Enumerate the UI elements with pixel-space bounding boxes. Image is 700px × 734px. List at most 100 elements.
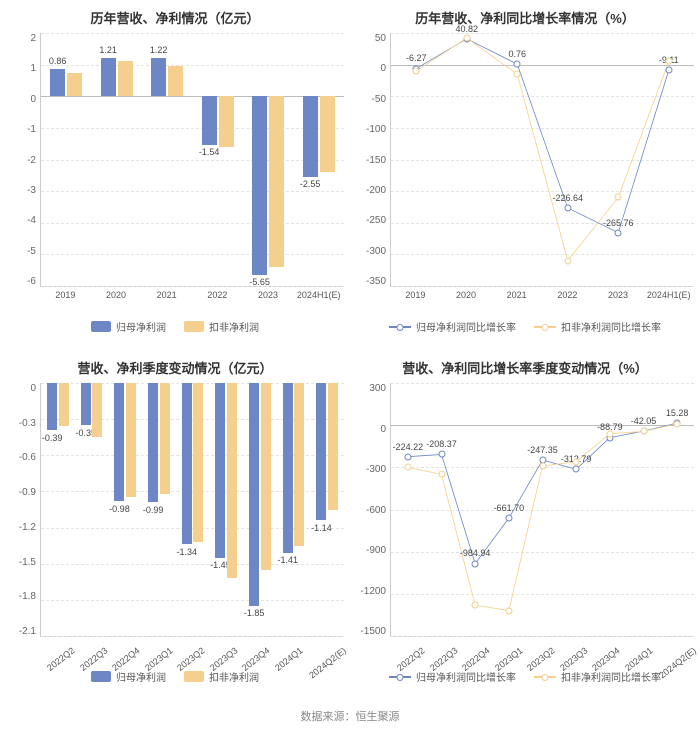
legend-c1: 归母净利润扣非净利润	[6, 319, 344, 334]
xtick-label: 2021	[491, 287, 542, 315]
ytick-label: -1.2	[19, 522, 36, 533]
value-label: -5.65	[249, 277, 270, 287]
gridline	[41, 33, 344, 34]
data-point	[472, 560, 479, 567]
plot-c1: 0.861.211.22-1.54-5.65-2.55	[40, 33, 344, 287]
gridline	[41, 223, 344, 224]
legend-swatch	[389, 326, 411, 328]
legend-item: 归母净利润	[91, 319, 166, 334]
bar	[252, 96, 267, 275]
ytick-label: -2	[27, 155, 36, 166]
ytick-label: -250	[366, 215, 386, 226]
legend-swatch	[184, 321, 204, 332]
bar	[101, 58, 116, 96]
data-point	[665, 58, 672, 65]
value-label: -2.55	[300, 179, 321, 189]
xtick-label: 2022	[192, 287, 243, 315]
panel-c2: 历年营收、净利同比增长率情况（%） 500-50-100-150-200-250…	[350, 0, 700, 350]
legend-label: 扣非净利润同比增长率	[561, 319, 661, 334]
bar	[328, 383, 338, 510]
value-label: -1.85	[244, 608, 265, 618]
ytick-label: -0.9	[19, 487, 36, 498]
value-label: -1.54	[199, 147, 220, 157]
ytick-label: -0.3	[19, 418, 36, 429]
ytick-label: -150	[366, 155, 386, 166]
value-label: -0.98	[109, 504, 130, 514]
data-source: 数据来源：恒生聚源	[0, 700, 700, 734]
ytick-label: 1	[30, 63, 36, 74]
xtick-label: 2024H1(E)	[293, 287, 344, 315]
ytick-label: -4	[27, 215, 36, 226]
value-label: -6.27	[406, 53, 427, 63]
ytick-label: 50	[375, 33, 386, 44]
bar	[193, 383, 203, 542]
ytick-label: -2.1	[19, 626, 36, 637]
ytick-label: 300	[369, 383, 386, 394]
ytick-label: -50	[372, 94, 386, 105]
ytick-label: -300	[366, 464, 386, 475]
data-point	[472, 602, 479, 609]
bar	[47, 383, 57, 430]
gridline	[41, 600, 344, 601]
value-label: -42.05	[631, 416, 657, 426]
value-label: 1.21	[99, 45, 117, 55]
legend-c2: 归母净利润同比增长率 扣非净利润同比增长率	[356, 319, 694, 334]
data-point	[505, 607, 512, 614]
chart-title: 历年营收、净利情况（亿元）	[6, 8, 344, 27]
legend-swatch	[389, 676, 411, 678]
bar	[182, 383, 192, 544]
gridline	[391, 636, 694, 637]
value-label: 0.86	[49, 56, 67, 66]
ytick-label: -300	[366, 246, 386, 257]
ytick-label: -6	[27, 276, 36, 287]
value-label: -1.41	[278, 555, 299, 565]
legend-label: 归母净利润	[116, 319, 166, 334]
xtick-label: 2021	[141, 287, 192, 315]
data-point	[514, 61, 521, 68]
bar	[59, 383, 69, 426]
legend-swatch	[534, 676, 556, 678]
bar	[151, 58, 166, 97]
gridline	[41, 286, 344, 287]
data-point	[404, 464, 411, 471]
xtick-label: 2024Q2(E)	[655, 643, 700, 692]
xaxis-c4: 2022Q22022Q32022Q42023Q12023Q22023Q32023…	[390, 637, 694, 665]
ytick-label: -200	[366, 185, 386, 196]
value-label: -661.70	[494, 503, 525, 513]
ytick-label: -600	[366, 505, 386, 516]
bar	[118, 61, 133, 96]
panel-c1: 历年营收、净利情况（亿元） 210-1-2-3-4-5-6 0.861.211.…	[0, 0, 350, 350]
value-label: -984.94	[460, 548, 491, 558]
bar	[219, 96, 234, 147]
data-point	[665, 67, 672, 74]
legend-item: 归母净利润同比增长率	[389, 319, 516, 334]
xtick-label: 2023	[593, 287, 644, 315]
legend-item: 扣非净利润同比增长率	[534, 319, 661, 334]
xtick-label: 2020	[91, 287, 142, 315]
data-point	[564, 204, 571, 211]
xtick-label: 2019	[40, 287, 91, 315]
ytick-label: -1.5	[19, 557, 36, 568]
legend-swatch	[91, 321, 111, 332]
ytick-label: -1200	[360, 586, 386, 597]
panel-c3: 营收、净利季度变动情况（亿元） 0-0.3-0.6-0.9-1.2-1.5-1.…	[0, 350, 350, 700]
gridline	[41, 65, 344, 66]
bar	[215, 383, 225, 558]
value-label: -1.14	[311, 523, 332, 533]
data-point	[573, 466, 580, 473]
bar	[303, 96, 318, 177]
ytick-label: -0.6	[19, 452, 36, 463]
yaxis-c4: 3000-300-600-900-1200-1500	[356, 383, 390, 637]
ytick-label: -1	[27, 124, 36, 135]
bar	[50, 69, 65, 96]
data-point	[573, 458, 580, 465]
xtick-label: 2024H1(E)	[643, 287, 694, 315]
bar	[269, 96, 284, 267]
bar	[67, 73, 82, 97]
yaxis-c3: 0-0.3-0.6-0.9-1.2-1.5-1.8-2.1	[6, 383, 40, 637]
ytick-label: -1500	[360, 626, 386, 637]
ytick-label: -900	[366, 545, 386, 556]
gridline	[41, 191, 344, 192]
value-label: 0.76	[508, 49, 526, 59]
value-label: -224.22	[393, 442, 424, 452]
